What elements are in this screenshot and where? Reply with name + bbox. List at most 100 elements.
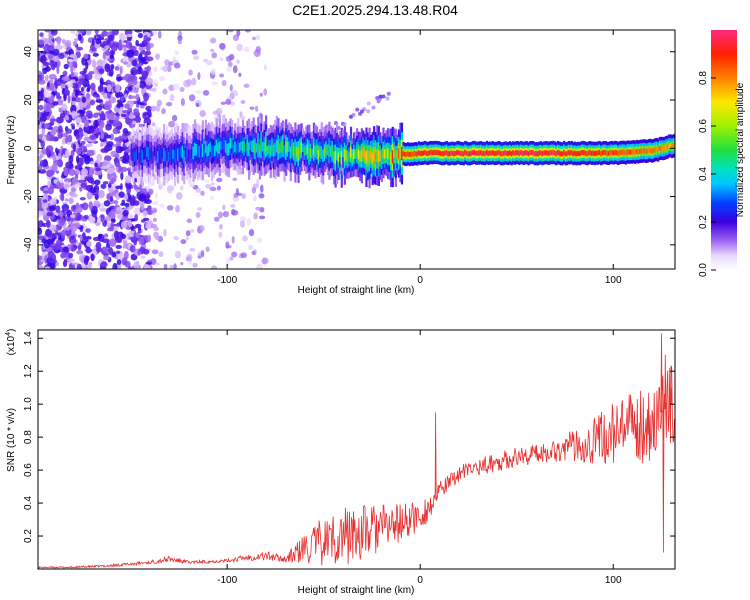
- sparse-speck: [163, 228, 167, 237]
- ridge-cell: [246, 140, 249, 151]
- ridge-cell: [505, 150, 509, 156]
- noise-speck: [124, 142, 131, 146]
- noise-speck: [65, 226, 71, 231]
- ridge-cell: [169, 149, 172, 160]
- noise-speck: [119, 65, 123, 75]
- noise-speck: [49, 198, 57, 206]
- noise-speck: [98, 126, 103, 133]
- noise-speck: [85, 110, 93, 118]
- ridge-cell: [396, 150, 399, 159]
- noise-speck: [112, 119, 121, 127]
- colorbar-tick-label: 0.6: [698, 119, 709, 133]
- ridge-cell: [559, 151, 563, 157]
- sparse-speck: [155, 53, 160, 60]
- y-tick-label: 0.4: [23, 496, 34, 510]
- noise-speck: [79, 145, 88, 150]
- sparse-speck: [243, 83, 250, 88]
- noise-speck: [107, 183, 112, 188]
- noise-speck: [69, 54, 77, 58]
- noise-speck: [72, 41, 78, 47]
- ridge-cell: [214, 145, 217, 157]
- ridge-cell: [346, 154, 350, 164]
- noise-speck: [50, 30, 56, 33]
- sparse-speck: [180, 261, 184, 266]
- sparse-speck: [259, 92, 263, 97]
- ridge-cell: [634, 149, 637, 155]
- noise-speck: [45, 147, 50, 156]
- noise-speck: [39, 154, 44, 158]
- noise-speck: [145, 50, 152, 56]
- sparse-speck: [185, 230, 191, 237]
- noise-speck: [81, 202, 89, 211]
- noise-speck: [85, 73, 93, 81]
- ridge-cell: [583, 150, 586, 156]
- noise-speck: [103, 254, 110, 261]
- ridge-cell: [200, 146, 203, 159]
- noise-speck: [89, 161, 95, 165]
- noise-speck: [64, 40, 72, 48]
- sparse-speck: [238, 72, 242, 77]
- sparse-speck: [227, 61, 233, 68]
- y-tick-label: -40: [23, 237, 34, 252]
- ridge-cell: [397, 148, 401, 159]
- ridge-cell: [388, 148, 391, 161]
- ridge-cell: [464, 149, 467, 156]
- noise-speck: [114, 230, 119, 240]
- noise-speck: [94, 128, 99, 133]
- colorbar: 0.0 0.2 0.4 0.6 0.8 Normalized spectral ampl…: [698, 30, 746, 277]
- ridge-cell: [234, 141, 237, 152]
- noise-speck: [133, 207, 142, 216]
- noise-speck: [75, 51, 81, 59]
- sparse-speck: [232, 65, 238, 74]
- ridge-cell: [348, 152, 351, 162]
- ridge-cell: [649, 147, 652, 153]
- noise-speck: [122, 153, 130, 163]
- noise-speck: [65, 161, 74, 169]
- sparse-speck: [152, 30, 157, 36]
- ridge-cell: [461, 150, 464, 157]
- noise-speck: [65, 115, 70, 121]
- noise-speck: [38, 221, 41, 228]
- noise-speck: [95, 93, 100, 98]
- ridge-cell: [268, 144, 271, 154]
- sparse-speck: [251, 187, 257, 194]
- noise-speck: [112, 182, 117, 191]
- ridge-cell: [403, 151, 407, 157]
- ridge-cell: [393, 147, 396, 158]
- sparse-speck: [168, 120, 176, 128]
- noise-speck: [122, 209, 129, 217]
- ridge-cell: [132, 148, 135, 161]
- ridge-cell: [478, 150, 481, 156]
- noise-speck: [125, 41, 133, 49]
- sparse-speck: [158, 251, 164, 258]
- noise-speck: [49, 118, 57, 122]
- sparse-speck: [205, 246, 210, 252]
- scale-prefix: (x10: [6, 335, 17, 355]
- tail-speck: [371, 105, 376, 110]
- noise-speck: [110, 218, 116, 222]
- sparse-speck: [262, 257, 269, 264]
- colorbar-label: Normalized spectral amplitude: [735, 82, 746, 217]
- sparse-speck: [174, 50, 180, 56]
- sparse-speck: [177, 40, 183, 45]
- ridge-cell: [192, 146, 195, 160]
- sparse-speck: [243, 46, 250, 53]
- heatmap-frame: [37, 29, 676, 270]
- ridge-cell: [644, 148, 648, 154]
- heatmap-panel: -100 0 100 -40 -20 0 20 40 Height of straight …: [6, 29, 676, 296]
- noise-speck: [76, 124, 83, 128]
- noise-speck: [56, 65, 60, 75]
- noise-speck: [103, 145, 109, 153]
- sparse-speck: [211, 52, 218, 59]
- noise-speck: [97, 233, 103, 240]
- ridge-cell: [244, 143, 248, 153]
- ridge-cell: [553, 150, 556, 156]
- noise-speck: [138, 46, 146, 51]
- noise-speck: [133, 240, 137, 246]
- ridge-cell: [411, 151, 414, 157]
- ridge-cell: [651, 148, 654, 154]
- ridge-cell: [260, 138, 263, 152]
- noise-speck: [119, 106, 124, 116]
- noise-speck: [124, 73, 132, 82]
